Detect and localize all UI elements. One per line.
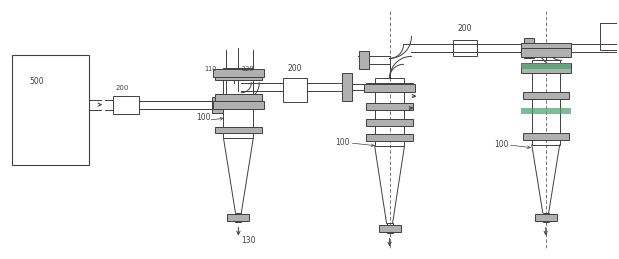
Bar bbox=[521, 63, 571, 73]
Text: 200: 200 bbox=[115, 85, 128, 91]
Text: 130: 130 bbox=[241, 236, 256, 246]
Bar bbox=[521, 44, 571, 53]
Bar bbox=[215, 73, 262, 80]
Bar bbox=[113, 96, 139, 114]
Bar bbox=[212, 101, 264, 109]
Bar bbox=[521, 63, 571, 69]
Text: 120: 120 bbox=[241, 66, 254, 72]
Bar bbox=[366, 119, 413, 126]
Bar bbox=[227, 214, 249, 221]
Text: 200: 200 bbox=[288, 64, 302, 73]
Bar bbox=[379, 225, 400, 232]
Text: 100: 100 bbox=[494, 140, 508, 149]
Bar bbox=[532, 60, 560, 145]
Bar bbox=[453, 40, 477, 56]
Bar bbox=[387, 224, 392, 233]
Bar bbox=[523, 133, 569, 140]
Bar bbox=[543, 213, 548, 222]
Bar bbox=[366, 134, 413, 141]
Bar bbox=[600, 23, 619, 51]
Bar bbox=[521, 108, 571, 114]
Bar bbox=[366, 103, 413, 110]
Text: 500: 500 bbox=[30, 77, 44, 86]
Text: 100: 100 bbox=[335, 138, 349, 147]
Bar bbox=[223, 68, 253, 138]
Text: 200: 200 bbox=[458, 24, 472, 33]
Bar bbox=[212, 69, 264, 77]
Bar bbox=[374, 78, 404, 146]
Bar bbox=[342, 73, 352, 101]
Bar bbox=[523, 65, 569, 72]
Bar bbox=[283, 78, 307, 102]
Bar bbox=[212, 97, 223, 113]
Bar bbox=[521, 48, 571, 57]
Bar bbox=[535, 214, 556, 221]
Bar bbox=[215, 94, 262, 101]
Bar bbox=[524, 39, 534, 58]
Text: 100: 100 bbox=[197, 113, 211, 122]
Bar bbox=[235, 213, 241, 222]
Bar bbox=[366, 83, 413, 90]
Bar bbox=[215, 126, 262, 133]
Bar bbox=[523, 92, 569, 99]
Bar bbox=[359, 52, 369, 69]
Bar bbox=[364, 84, 415, 92]
Text: 110: 110 bbox=[204, 66, 217, 72]
Bar bbox=[12, 55, 89, 165]
